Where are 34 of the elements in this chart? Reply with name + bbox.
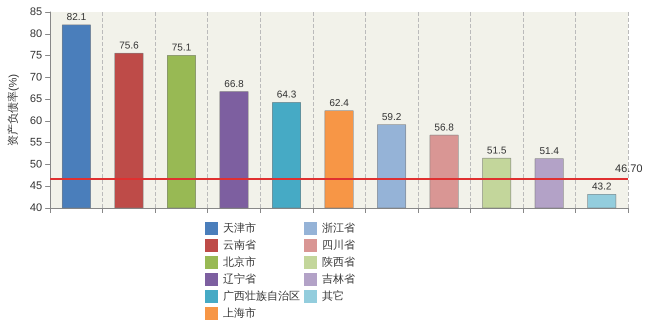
data-label: 62.4 — [329, 98, 350, 109]
data-label: 82.1 — [66, 12, 87, 24]
data-label: 51.5 — [486, 145, 507, 156]
y-tick-label: 75 — [30, 50, 42, 62]
legend-label: 四川省 — [322, 238, 355, 252]
y-tick-label: 40 — [30, 202, 42, 214]
legend-label: 天津市 — [223, 222, 256, 234]
legend-label: 陕西省 — [322, 256, 355, 268]
data-label: 64.3 — [276, 90, 297, 101]
data-label: 75.6 — [119, 40, 140, 52]
legend-label: 北京市 — [223, 256, 256, 268]
data-label: 75.1 — [172, 42, 192, 54]
y-tick-label: 70 — [30, 71, 42, 84]
y-tick-label: 60 — [30, 114, 42, 127]
data-label: 59.2 — [382, 112, 402, 123]
data-label: 51.4 — [539, 146, 560, 157]
y-axis-title: 资产负债率(%) — [6, 74, 20, 146]
legend-label: 吉林省 — [322, 272, 355, 286]
y-tick-label: 45 — [30, 180, 42, 192]
legend-label: 广西壮族自治区 — [223, 290, 300, 302]
legend-label: 上海市 — [223, 306, 256, 320]
legend-label: 其它 — [322, 290, 344, 302]
y-tick-label: 55 — [30, 136, 42, 149]
legend-label: 浙江省 — [322, 222, 355, 234]
y-tick-label: 85 — [30, 6, 42, 18]
ref-line-label: 46.70 — [615, 162, 643, 175]
y-tick-label: 65 — [30, 93, 42, 106]
data-label: 56.8 — [434, 122, 454, 134]
y-tick-label: 80 — [30, 28, 42, 40]
data-label: 66.8 — [224, 78, 244, 90]
legend-label: 辽宁省 — [223, 272, 256, 286]
y-tick-label: 50 — [30, 158, 42, 170]
data-label: 43.2 — [592, 182, 612, 193]
legend-label: 云南省 — [223, 238, 256, 252]
